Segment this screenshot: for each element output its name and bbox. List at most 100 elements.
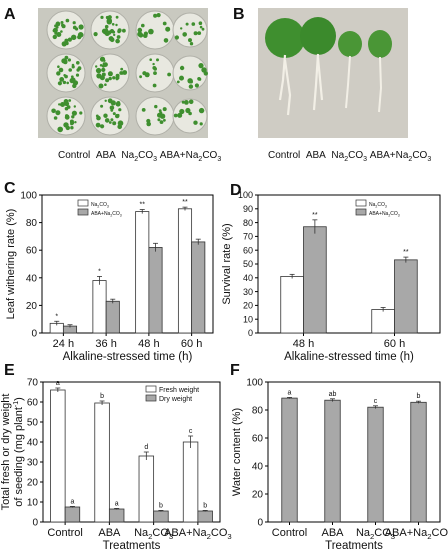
x-tick-label: 24 h bbox=[53, 338, 74, 350]
seedling-dot bbox=[122, 28, 126, 33]
seedling-dot bbox=[64, 106, 69, 111]
legend-swatch bbox=[355, 199, 367, 207]
seedling-dot bbox=[109, 105, 115, 111]
seedling-dot bbox=[199, 122, 203, 126]
seedling-dot bbox=[52, 27, 58, 33]
photo-a-labels: Control ABA Na2CO3 ABA+Na2CO3 bbox=[58, 150, 222, 163]
seedling-dot bbox=[117, 28, 122, 33]
y-tick-label: 60 bbox=[26, 246, 38, 257]
seedling-dot bbox=[61, 23, 65, 27]
seedling-dot bbox=[63, 59, 68, 64]
y-axis-label: Leaf withering rate (%) bbox=[5, 209, 17, 320]
bar-E bbox=[94, 402, 110, 523]
seedling-dot bbox=[198, 63, 204, 69]
photo-a-seedling-dishes bbox=[38, 8, 408, 138]
seedling-dot bbox=[158, 109, 162, 113]
seedling-dot bbox=[176, 80, 180, 84]
y-tick-label: 20 bbox=[252, 490, 264, 501]
bar-D bbox=[394, 259, 418, 334]
seedling-dot bbox=[64, 74, 68, 79]
bar-E bbox=[182, 441, 199, 523]
bar-E bbox=[50, 389, 66, 523]
panel-letter-d: D bbox=[230, 182, 242, 199]
seedling-dot bbox=[203, 71, 208, 76]
significance-label: ab bbox=[329, 391, 337, 398]
seedling-dot bbox=[103, 62, 108, 67]
seedling-dot bbox=[57, 65, 60, 68]
legend-swatch bbox=[145, 394, 157, 402]
seedling-dot bbox=[79, 111, 83, 115]
x-tick-label: 36 h bbox=[95, 338, 116, 350]
y-tick-label: 60 bbox=[252, 434, 264, 445]
seedling-dot bbox=[110, 109, 114, 112]
seedling-dot bbox=[113, 33, 116, 37]
bar-E bbox=[64, 506, 81, 523]
seedling-dot bbox=[65, 18, 70, 23]
seedling-dot bbox=[110, 118, 114, 122]
y-tick-label: 60 bbox=[27, 398, 39, 409]
y-tick-label: 40 bbox=[252, 462, 264, 473]
seedling-dot bbox=[184, 100, 189, 105]
y-tick-label: 20 bbox=[27, 478, 39, 489]
seedling-dot bbox=[95, 122, 101, 128]
seedling-dot bbox=[181, 100, 185, 104]
seedling-dot bbox=[197, 31, 202, 35]
y-tick-label: 60 bbox=[243, 245, 253, 255]
x-tick-label: 48 h bbox=[138, 338, 159, 350]
seedling-dot bbox=[115, 15, 119, 19]
y-tick-label: 50 bbox=[243, 259, 253, 269]
y-tick-label: 50 bbox=[27, 418, 39, 429]
x-tick-label: Control bbox=[47, 527, 82, 539]
x-tick-label: ABA bbox=[98, 527, 121, 539]
seedling-dot bbox=[182, 32, 187, 37]
seedling-dot bbox=[156, 13, 161, 18]
bar-E bbox=[153, 510, 169, 523]
seedling-dot bbox=[167, 72, 172, 77]
legend-label: ABA+Na2CO3 bbox=[91, 211, 122, 217]
seedling-dot bbox=[153, 71, 157, 75]
seedling-dot bbox=[188, 99, 194, 105]
significance-label: a bbox=[56, 380, 60, 387]
y-tick-label: 20 bbox=[26, 301, 38, 312]
significance-label: ** bbox=[140, 201, 146, 208]
y-tick-label: 80 bbox=[252, 406, 264, 417]
legend-label: Na2CO3 bbox=[369, 202, 387, 208]
seedling-dot bbox=[189, 42, 194, 46]
seedling-dot bbox=[104, 118, 110, 123]
legend-label: Dry weight bbox=[159, 396, 192, 403]
seedling-dot bbox=[185, 107, 191, 114]
y-tick-label: 100 bbox=[20, 191, 37, 202]
x-tick-label: Na2CO3 bbox=[356, 527, 395, 541]
significance-label: a bbox=[70, 498, 74, 505]
seedling-dot bbox=[53, 116, 58, 120]
seedling-dot bbox=[56, 71, 61, 76]
bar-C bbox=[105, 300, 120, 334]
panel-letter-b: B bbox=[233, 6, 245, 23]
y-tick-label: 100 bbox=[238, 190, 253, 200]
seedling-dot bbox=[55, 21, 61, 27]
seedling-dot bbox=[72, 21, 76, 25]
bar-D bbox=[280, 276, 304, 334]
significance-label: * bbox=[98, 268, 101, 275]
seedling-dot bbox=[106, 30, 112, 35]
seedling-dot bbox=[179, 65, 185, 71]
seedling-dot bbox=[198, 21, 203, 26]
x-tick-label: ABA bbox=[321, 527, 344, 539]
seedling-dot bbox=[58, 67, 64, 73]
y-tick-label: 70 bbox=[243, 232, 253, 242]
x-tick-label: Control bbox=[272, 527, 307, 539]
x-axis-label: Treatments bbox=[103, 540, 161, 550]
seedling-dot bbox=[54, 31, 58, 35]
bar-F bbox=[281, 397, 298, 523]
seedling-dot bbox=[198, 77, 202, 81]
bar-C bbox=[191, 241, 206, 334]
seedling-dot bbox=[108, 121, 112, 124]
y-axis-label: Survival rate (%) bbox=[221, 223, 233, 304]
seedling-dot bbox=[59, 103, 63, 106]
seedling-dot bbox=[159, 120, 164, 124]
seedling-dot bbox=[96, 73, 102, 79]
x-tick-label: 48 h bbox=[293, 338, 314, 350]
bar-E bbox=[197, 510, 213, 523]
seedling-dot bbox=[116, 35, 121, 39]
